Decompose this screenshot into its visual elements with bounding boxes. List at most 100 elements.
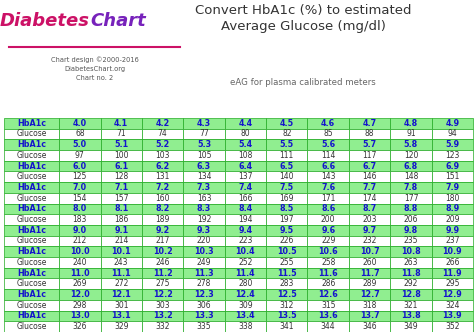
Bar <box>142 214 183 225</box>
Bar <box>225 225 266 236</box>
Text: 157: 157 <box>114 194 128 203</box>
Bar <box>100 268 142 279</box>
Text: 114: 114 <box>321 151 336 160</box>
Text: 4.0: 4.0 <box>73 119 87 128</box>
Text: 9.1: 9.1 <box>114 226 128 235</box>
Bar <box>59 321 100 332</box>
Text: 309: 309 <box>238 301 253 310</box>
Bar <box>183 118 225 128</box>
Bar <box>349 268 390 279</box>
Text: 7.9: 7.9 <box>445 183 459 192</box>
Text: HbA1c: HbA1c <box>17 269 46 278</box>
Text: 71: 71 <box>117 129 126 138</box>
Text: 166: 166 <box>238 194 253 203</box>
Text: HbA1c: HbA1c <box>17 119 46 128</box>
Bar <box>100 193 142 204</box>
Text: 151: 151 <box>445 172 460 181</box>
Text: 283: 283 <box>280 279 294 288</box>
Text: 4.2: 4.2 <box>155 119 170 128</box>
Text: Glucose: Glucose <box>16 279 46 288</box>
Text: 189: 189 <box>155 215 170 224</box>
Text: 13.1: 13.1 <box>111 311 131 320</box>
Text: 192: 192 <box>197 215 211 224</box>
Text: eAG for plasma calibrated meters: eAG for plasma calibrated meters <box>230 78 376 87</box>
Text: HbA1c: HbA1c <box>17 311 46 320</box>
Text: HbA1c: HbA1c <box>17 290 46 299</box>
Text: 125: 125 <box>73 172 87 181</box>
Bar <box>183 150 225 161</box>
Bar <box>349 161 390 171</box>
Text: 321: 321 <box>404 301 418 310</box>
Text: Diabetes: Diabetes <box>0 12 90 30</box>
Text: HbA1c: HbA1c <box>17 140 46 149</box>
Bar <box>100 118 142 128</box>
Text: Chart design ©2000-2016
DiabetesChart.org
Chart no. 2: Chart design ©2000-2016 DiabetesChart.or… <box>51 56 139 81</box>
Bar <box>4 161 59 171</box>
Text: 68: 68 <box>75 129 85 138</box>
Bar <box>142 257 183 268</box>
Bar <box>183 257 225 268</box>
Bar <box>266 214 308 225</box>
Text: Glucose: Glucose <box>16 215 46 224</box>
Bar <box>349 279 390 289</box>
Text: 88: 88 <box>365 129 374 138</box>
Text: Chart: Chart <box>90 12 146 30</box>
Text: 4.5: 4.5 <box>280 119 294 128</box>
Text: 123: 123 <box>445 151 460 160</box>
Text: 131: 131 <box>155 172 170 181</box>
Bar <box>308 128 349 139</box>
Text: 12.5: 12.5 <box>277 290 297 299</box>
Text: 5.1: 5.1 <box>114 140 128 149</box>
Text: 12.9: 12.9 <box>443 290 462 299</box>
Bar <box>225 279 266 289</box>
Bar <box>100 150 142 161</box>
Bar <box>432 118 473 128</box>
Bar <box>349 171 390 182</box>
Bar <box>142 246 183 257</box>
Text: 7.7: 7.7 <box>363 183 377 192</box>
Bar <box>183 204 225 214</box>
Bar <box>59 246 100 257</box>
Bar <box>308 150 349 161</box>
Text: 10.8: 10.8 <box>401 247 421 256</box>
Text: 9.5: 9.5 <box>280 226 294 235</box>
Text: 105: 105 <box>197 151 211 160</box>
Bar <box>100 182 142 193</box>
Bar <box>432 279 473 289</box>
Bar <box>432 268 473 279</box>
Text: 243: 243 <box>114 258 128 267</box>
Bar <box>266 182 308 193</box>
Bar <box>308 257 349 268</box>
Bar <box>390 204 432 214</box>
Bar <box>432 246 473 257</box>
Text: Glucose: Glucose <box>16 236 46 245</box>
Bar <box>390 311 432 321</box>
Text: 352: 352 <box>445 322 460 331</box>
Text: Glucose: Glucose <box>16 194 46 203</box>
Bar <box>390 161 432 171</box>
Text: 94: 94 <box>447 129 457 138</box>
Bar <box>142 193 183 204</box>
Bar <box>432 171 473 182</box>
Text: 10.5: 10.5 <box>277 247 297 256</box>
Text: 306: 306 <box>197 301 211 310</box>
Bar <box>308 246 349 257</box>
Bar <box>59 279 100 289</box>
Bar <box>183 321 225 332</box>
Bar <box>266 161 308 171</box>
Bar <box>59 204 100 214</box>
Bar <box>432 289 473 300</box>
Bar <box>100 204 142 214</box>
Text: 134: 134 <box>197 172 211 181</box>
Bar <box>59 225 100 236</box>
Text: 8.0: 8.0 <box>73 205 87 213</box>
Text: 10.0: 10.0 <box>70 247 90 256</box>
Bar <box>59 128 100 139</box>
Text: 11.7: 11.7 <box>360 269 379 278</box>
Text: 303: 303 <box>155 301 170 310</box>
Text: 82: 82 <box>282 129 292 138</box>
Bar <box>100 214 142 225</box>
Bar <box>266 279 308 289</box>
Bar <box>183 182 225 193</box>
Text: 108: 108 <box>238 151 253 160</box>
